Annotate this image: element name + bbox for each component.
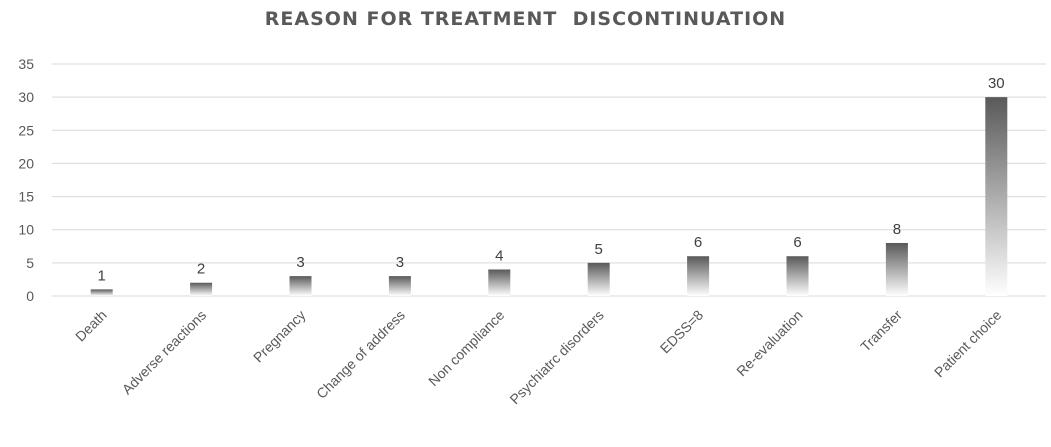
x-tick-label: Change of address (313, 307, 408, 402)
data-label: 1 (98, 267, 106, 284)
y-tick-label: 20 (18, 155, 34, 171)
x-tick-label: Death (72, 307, 110, 345)
x-tick-label: Patient choice (931, 307, 1005, 381)
data-label: 6 (694, 234, 702, 251)
data-label: 5 (595, 241, 603, 258)
x-tick-label: Pregnancy (250, 307, 309, 366)
data-label: 3 (396, 254, 404, 271)
y-tick-label: 5 (26, 255, 34, 271)
data-label: 2 (197, 261, 205, 278)
y-tick-label: 25 (18, 122, 34, 138)
y-tick-label: 10 (18, 222, 34, 238)
bar (587, 262, 610, 296)
bar (190, 282, 213, 296)
bar (885, 242, 908, 296)
data-label: 8 (893, 221, 901, 238)
bar (488, 269, 511, 296)
bar (985, 97, 1008, 297)
bar (289, 276, 312, 296)
x-tick-label: Adverse reactions (119, 307, 210, 398)
y-tick-label: 35 (18, 56, 34, 72)
x-tick-label: Psychiatrc disorders (506, 307, 606, 407)
y-tick-label: 0 (26, 288, 34, 304)
bar (786, 256, 809, 296)
data-label: 4 (495, 247, 503, 264)
y-tick-label: 15 (18, 189, 34, 205)
chart-title: REASON FOR TREATMENT DISCONTINUATION (264, 8, 787, 30)
data-label: 3 (296, 254, 304, 271)
bar (388, 276, 411, 296)
x-tick-label: Non compliance (425, 307, 507, 389)
bar (687, 256, 710, 296)
x-tick-label: EDSS=8 (657, 307, 707, 357)
data-label: 6 (793, 234, 801, 251)
x-tick-label: Re-evaluation (733, 307, 805, 379)
data-label: 30 (988, 75, 1005, 92)
y-tick-label: 30 (18, 89, 34, 105)
bar (90, 289, 113, 296)
x-tick-label: Transfer (857, 307, 905, 355)
